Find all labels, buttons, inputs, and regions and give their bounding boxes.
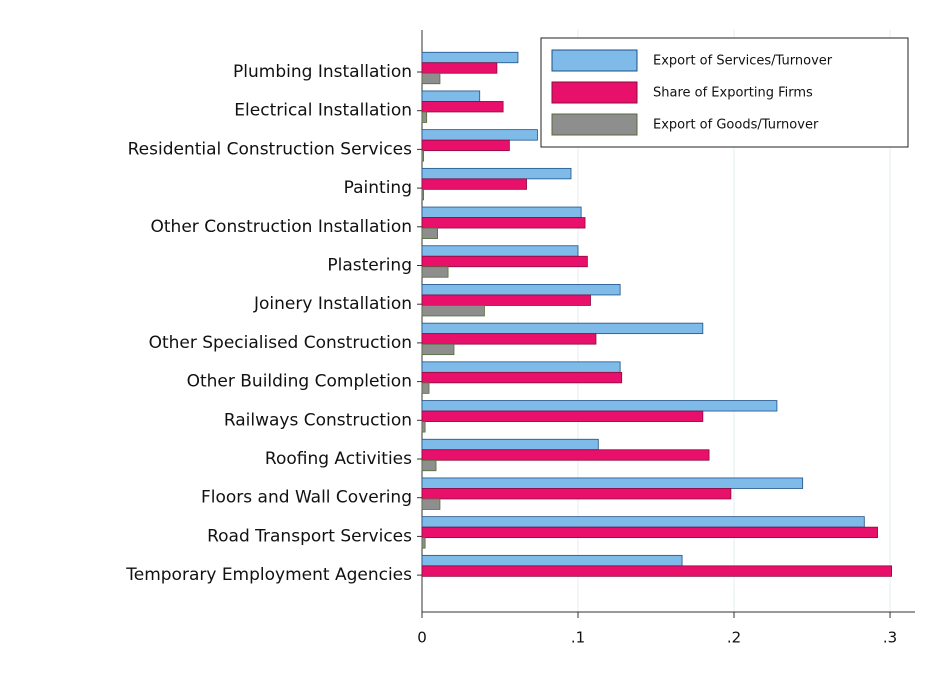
bar	[421, 565, 892, 577]
y-tick-label: Road Transport Services	[207, 526, 412, 546]
bar	[421, 498, 441, 510]
bar	[421, 305, 485, 317]
bar	[421, 526, 878, 539]
bar	[421, 343, 455, 356]
y-tick-label: Joinery Installation	[253, 294, 412, 314]
y-tick-label: Temporary Employment Agencies	[125, 565, 412, 585]
bar	[421, 51, 519, 64]
y-tick-label: Other Construction Installation	[151, 217, 412, 237]
y-tick-label: Floors and Wall Covering	[201, 488, 412, 508]
legend-swatch	[551, 113, 638, 136]
bar	[421, 449, 710, 461]
bar	[421, 477, 804, 489]
bar	[421, 488, 732, 500]
bar	[421, 111, 428, 123]
bar	[421, 410, 704, 422]
bar	[421, 62, 498, 74]
y-tick-label: Plumbing Installation	[233, 62, 412, 82]
y-tick-label: Residential Construction Services	[128, 139, 413, 159]
legend-label: Export of Goods/Turnover	[653, 118, 819, 133]
bar	[421, 150, 424, 162]
bar	[421, 90, 481, 102]
legend-swatch	[551, 49, 638, 72]
legend-label: Export of Services/Turnover	[653, 54, 833, 69]
bar	[421, 188, 424, 201]
bar	[421, 537, 426, 549]
y-tick-label: Railways Construction	[224, 410, 412, 430]
bar	[421, 554, 683, 567]
bar	[421, 459, 437, 472]
bar	[421, 266, 449, 278]
bar	[421, 516, 865, 528]
bar	[421, 245, 579, 257]
y-tick-label: Plastering	[327, 256, 412, 276]
bar	[421, 101, 504, 113]
legend-swatch	[551, 81, 638, 104]
y-tick-label: Roofing Activities	[265, 449, 412, 469]
bar	[421, 178, 527, 190]
bar	[421, 294, 591, 306]
x-tick-label: 0	[417, 629, 427, 647]
bar	[421, 438, 599, 451]
bar	[421, 227, 439, 239]
bar	[421, 333, 597, 345]
bar	[421, 206, 582, 218]
bar	[421, 371, 623, 384]
bar	[421, 255, 588, 268]
y-tick-label: Other Specialised Construction	[149, 333, 412, 353]
bar	[421, 361, 621, 373]
legend-label: Share of Exporting Firms	[653, 86, 813, 101]
bar	[421, 72, 441, 85]
bar	[421, 139, 510, 152]
bar	[421, 217, 586, 229]
bar	[421, 322, 704, 335]
bar	[421, 400, 778, 412]
x-tick-label: .1	[571, 629, 585, 647]
y-tick-label: Other Building Completion	[187, 372, 412, 392]
bar	[421, 284, 621, 296]
x-tick-label: .3	[883, 629, 897, 647]
bar	[421, 167, 572, 180]
y-tick-label: Electrical Installation	[234, 101, 412, 121]
bar	[421, 129, 538, 141]
bar	[421, 421, 426, 433]
bar	[421, 382, 430, 394]
y-tick-label: Painting	[344, 178, 412, 198]
x-tick-label: .2	[727, 629, 741, 647]
